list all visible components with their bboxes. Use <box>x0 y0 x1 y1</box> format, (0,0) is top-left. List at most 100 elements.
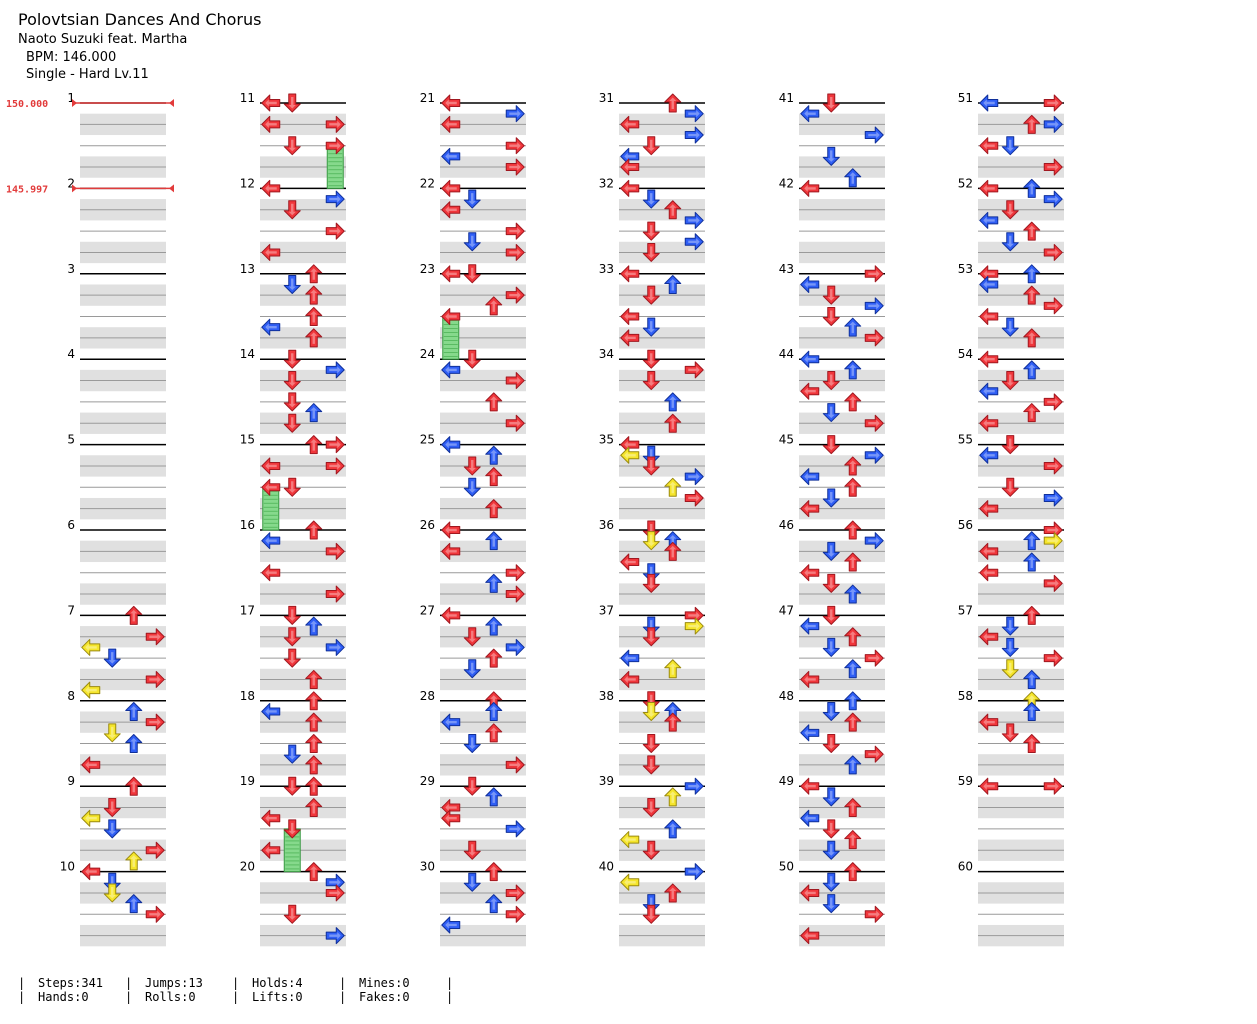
arrow-shine <box>445 270 457 278</box>
arrow-shine <box>1047 526 1059 534</box>
arrow-shine <box>804 387 816 395</box>
arrow-u-icon <box>485 467 503 487</box>
arrow-shine <box>647 577 655 589</box>
arrow-shape <box>664 392 682 412</box>
arrow-shape <box>684 126 704 144</box>
arrow-l-icon <box>979 179 999 197</box>
arrow-r-icon <box>325 884 345 902</box>
arrow-l-icon <box>620 265 640 283</box>
arrow-r-icon <box>325 190 345 208</box>
arrow-shape <box>864 329 884 347</box>
measure-number: 45 <box>779 433 794 447</box>
arrow-shape <box>822 541 840 561</box>
measure-number: 44 <box>779 347 794 361</box>
arrow-shine <box>490 471 498 483</box>
arrow-l-icon <box>979 500 999 518</box>
measure-number: 32 <box>599 176 614 190</box>
arrow-shape <box>81 681 101 699</box>
arrow-d-icon <box>463 659 481 679</box>
arrow-l-icon <box>800 105 820 123</box>
arrow-shape <box>103 798 121 818</box>
arrow-shine <box>468 353 476 365</box>
arrow-shape <box>1023 552 1041 572</box>
stat-holds: Holds:4 <box>252 976 303 990</box>
arrow-shape <box>283 819 301 839</box>
arrow-shine <box>868 302 880 310</box>
arrow-shape <box>822 637 840 657</box>
arrow-shine <box>509 825 521 833</box>
stats-col-4: Mines:0 Fakes:0 <box>359 976 410 1008</box>
arrow-shine <box>647 737 655 749</box>
arrow-shine <box>468 876 476 888</box>
arrow-d-icon <box>822 307 840 326</box>
arrow-shape <box>283 200 301 220</box>
arrow-d-icon <box>1001 723 1019 743</box>
arrow-shape <box>684 777 704 795</box>
arrow-shine <box>983 270 995 278</box>
measure-number: 34 <box>599 347 614 361</box>
arrow-shine <box>1047 782 1059 790</box>
arrow-shine <box>849 716 857 729</box>
arrow-shape <box>485 787 503 807</box>
arrow-r-icon <box>1043 521 1063 539</box>
arrow-shine <box>827 289 835 301</box>
arrow-shape <box>684 489 704 507</box>
stats-separator: | | <box>125 976 133 1004</box>
arrow-shape <box>1043 393 1063 411</box>
arrow-shine <box>688 473 700 481</box>
arrow-shape <box>283 93 301 113</box>
arrow-l-icon <box>800 275 820 293</box>
arrow-shape <box>283 648 301 668</box>
arrow-shape <box>800 500 820 518</box>
arrow-shine <box>868 419 880 427</box>
arrow-l-icon <box>800 777 820 795</box>
arrow-u-icon <box>305 403 323 423</box>
arrow-shine <box>509 643 521 651</box>
arrow-l-icon <box>441 179 461 197</box>
arrow-u-icon <box>305 734 323 753</box>
arrow-shape <box>325 542 345 560</box>
arrow-shape <box>979 713 999 731</box>
arrow-r-icon <box>1043 489 1063 507</box>
arrow-shine <box>490 503 498 515</box>
arrow-l-icon <box>800 382 820 400</box>
arrow-d-icon <box>822 819 840 839</box>
arrow-shape <box>261 532 281 550</box>
arrow-r-icon <box>325 585 345 603</box>
arrow-u-icon <box>844 168 862 188</box>
arrow-r-icon <box>145 905 165 923</box>
arrow-shape <box>620 446 640 464</box>
arrow-r-icon <box>1043 649 1063 667</box>
arrow-shape <box>1023 531 1041 551</box>
arrow-shine <box>1028 118 1036 131</box>
arrow-d-icon <box>463 264 481 284</box>
arrow-u-icon <box>1023 264 1041 284</box>
arrow-shine <box>1047 99 1059 107</box>
arrow-shine <box>149 675 161 683</box>
arrow-shape <box>864 446 884 464</box>
arrow-r-icon <box>145 628 165 646</box>
arrow-shine <box>827 897 835 910</box>
arrow-shine <box>329 590 341 598</box>
arrow-shape <box>505 905 525 923</box>
arrow-shape <box>620 115 640 133</box>
arrow-shine <box>130 780 138 793</box>
stat-steps: Steps:341 <box>38 976 104 990</box>
arrow-shape <box>505 243 525 261</box>
arrow-shine <box>1047 195 1059 203</box>
arrow-shape <box>1001 637 1019 657</box>
arrow-u-icon <box>844 477 862 497</box>
arrow-u-icon <box>664 541 682 561</box>
arrow-shape <box>800 777 820 795</box>
measure-number: 50 <box>779 860 794 874</box>
arrow-shape <box>305 669 323 689</box>
arrow-r-icon <box>505 372 525 390</box>
arrow-shape <box>305 403 323 423</box>
arrow-shine <box>827 876 835 888</box>
arrow-shine <box>647 534 655 547</box>
arrow-shape <box>1023 264 1041 284</box>
arrow-shape <box>664 477 682 497</box>
arrow-u-icon <box>125 851 143 871</box>
arrow-shine <box>804 110 816 118</box>
arrow-shine <box>804 675 816 683</box>
